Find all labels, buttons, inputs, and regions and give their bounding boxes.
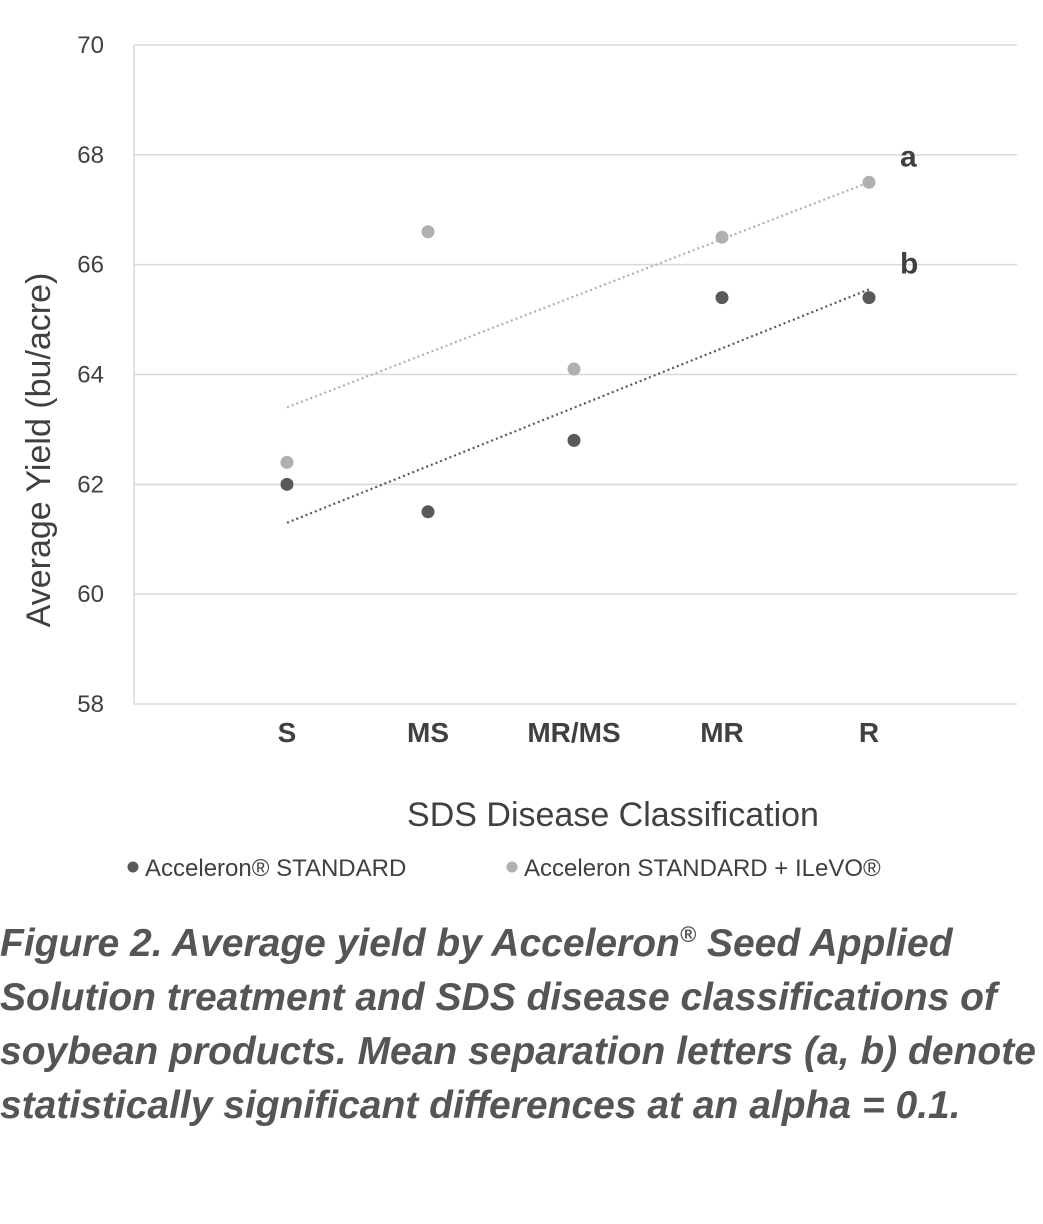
data-point xyxy=(862,175,876,189)
legend-label: Acceleron STANDARD + ILeVO® xyxy=(524,855,881,882)
caption-registered-mark: ® xyxy=(679,922,697,947)
caption-text-start: Figure 2. Average yield by Acceleron xyxy=(0,922,680,965)
trendline xyxy=(286,288,870,524)
data-point xyxy=(715,230,729,244)
data-point xyxy=(567,362,581,376)
x-axis-title: SDS Disease Classification xyxy=(407,796,819,834)
legend: Acceleron® STANDARD Acceleron STANDARD + … xyxy=(127,855,881,882)
x-tick-label: MS xyxy=(407,717,449,748)
figure-caption: Figure 2. Average yield by Acceleron® Se… xyxy=(0,908,1040,1133)
data-point xyxy=(421,225,435,239)
x-tick-label: MR xyxy=(700,717,744,748)
data-point xyxy=(280,455,294,469)
significance-letter: b xyxy=(900,247,918,280)
y-tick-label: 58 xyxy=(77,691,104,718)
legend-label: Acceleron® STANDARD xyxy=(145,855,406,882)
x-tick-label: S xyxy=(278,717,297,748)
data-point xyxy=(862,291,876,305)
x-tick-label: R xyxy=(859,717,879,748)
y-tick-label: 70 xyxy=(77,32,104,59)
data-point xyxy=(421,505,435,519)
x-tick-label: MR/MS xyxy=(527,717,620,748)
y-axis-ticks: 58 60 62 64 66 68 70 xyxy=(77,32,104,718)
significance-letters: ba xyxy=(900,140,918,280)
legend-marker xyxy=(127,861,139,873)
y-tick-label: 60 xyxy=(77,581,104,608)
trendlines xyxy=(286,181,870,524)
trendline xyxy=(286,181,870,409)
y-tick-label: 66 xyxy=(77,252,104,279)
significance-letter: a xyxy=(900,140,917,173)
data-point xyxy=(567,433,581,447)
data-points xyxy=(280,175,876,519)
legend-marker xyxy=(506,861,518,873)
y-tick-label: 62 xyxy=(77,471,104,498)
y-tick-label: 64 xyxy=(77,362,104,389)
caption-text-end: Seed Applied Solution treatment and SDS … xyxy=(0,922,1036,1127)
data-point xyxy=(715,291,729,305)
x-axis-ticks: S MS MR/MS MR R xyxy=(278,717,879,748)
y-tick-label: 68 xyxy=(77,142,104,169)
data-point xyxy=(280,477,294,491)
y-axis-title: Average Yield (bu/acre) xyxy=(20,273,58,628)
